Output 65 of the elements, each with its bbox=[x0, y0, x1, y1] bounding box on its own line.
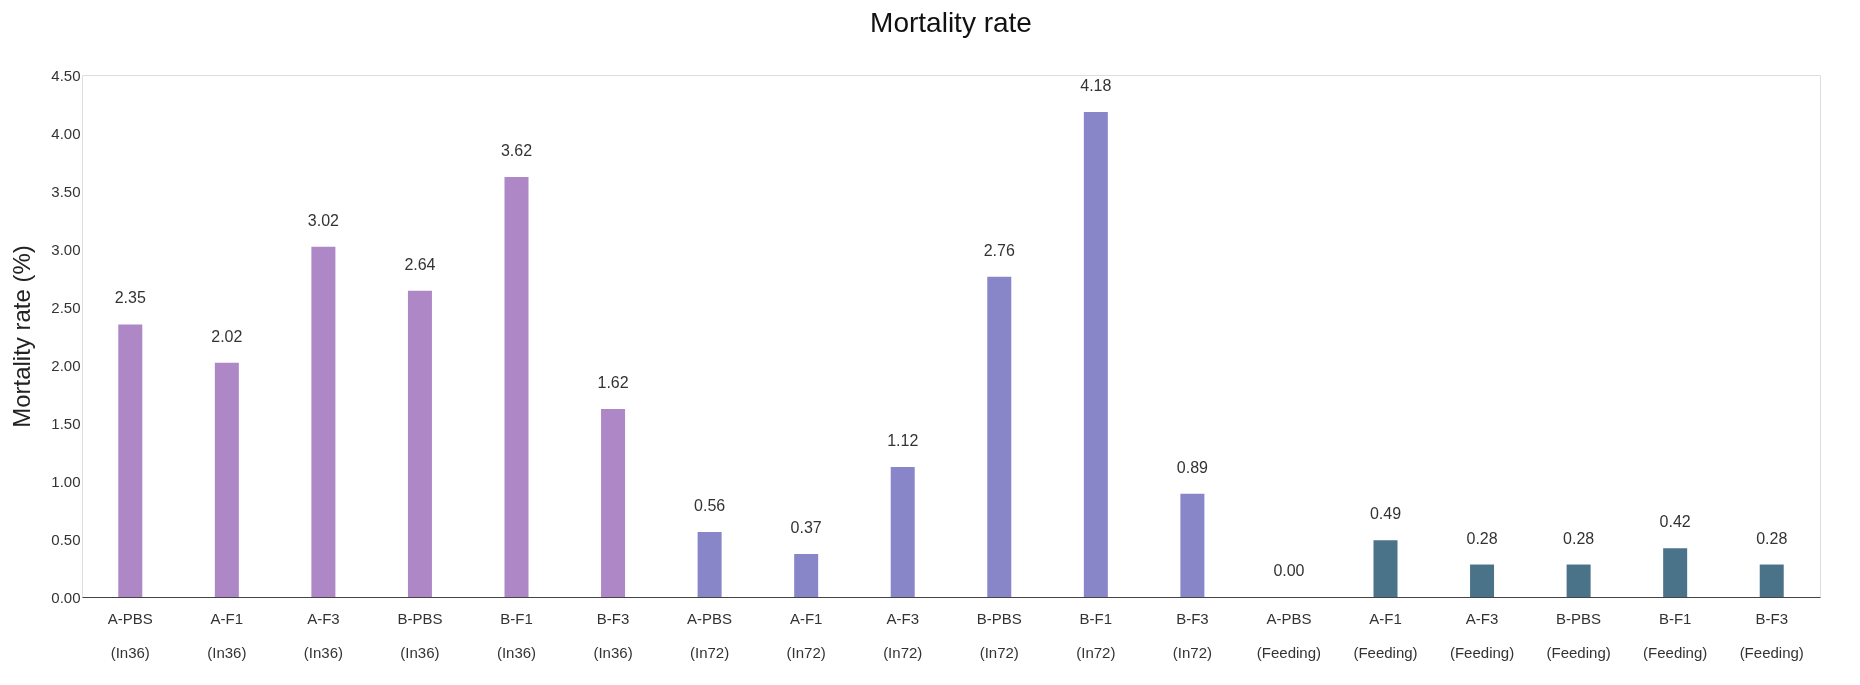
x-tick-label: A-F3 (In36) bbox=[303, 609, 343, 661]
data-label: 1.62 bbox=[597, 374, 629, 392]
bar bbox=[504, 177, 529, 597]
y-tick-label: 2.50 bbox=[51, 298, 81, 316]
bar bbox=[407, 290, 432, 597]
bar bbox=[1566, 564, 1591, 597]
data-label: 0.42 bbox=[1659, 513, 1691, 531]
bar bbox=[1470, 564, 1495, 597]
x-tick-label: B-F3 (In72) bbox=[1172, 609, 1212, 661]
y-tick-label: 4.00 bbox=[51, 124, 81, 142]
bar bbox=[601, 409, 626, 597]
data-label: 0.28 bbox=[1563, 529, 1595, 547]
y-tick-label: 0.00 bbox=[51, 588, 81, 606]
bar bbox=[1373, 540, 1398, 597]
y-tick-label: 1.00 bbox=[51, 472, 81, 490]
data-label: 2.64 bbox=[404, 255, 436, 273]
data-label: 0.56 bbox=[694, 497, 726, 515]
x-tick-label: B-F3 (Feeding) bbox=[1739, 609, 1804, 661]
x-tick-label: A-F1 (In36) bbox=[207, 609, 247, 661]
bar bbox=[794, 554, 819, 597]
y-tick-label: 1.50 bbox=[51, 414, 81, 432]
x-tick-label: B-F1 (In72) bbox=[1076, 609, 1116, 661]
x-tick-label: B-F3 (In36) bbox=[593, 609, 633, 661]
data-label: 1.12 bbox=[887, 432, 919, 450]
bar bbox=[118, 324, 143, 597]
x-tick-label: A-PBS (In36) bbox=[107, 609, 153, 661]
bar bbox=[1759, 564, 1784, 597]
bar bbox=[1180, 493, 1205, 597]
bar bbox=[1083, 112, 1108, 597]
y-tick-label: 0.50 bbox=[51, 530, 81, 548]
data-label: 0.37 bbox=[790, 519, 822, 537]
x-tick-label: A-F1 (Feeding) bbox=[1353, 609, 1418, 661]
y-axis-title: Mortality rate (%) bbox=[8, 245, 36, 428]
y-tick-label: 3.50 bbox=[51, 182, 81, 200]
x-tick-label: A-F1 (In72) bbox=[786, 609, 826, 661]
bar bbox=[214, 362, 239, 597]
x-tick-label: A-F3 (Feeding) bbox=[1449, 609, 1515, 661]
data-label: 0.00 bbox=[1273, 562, 1305, 579]
data-label: 2.02 bbox=[211, 327, 243, 345]
data-label: 2.35 bbox=[114, 289, 146, 307]
x-tick-label: B-PBS (Feeding) bbox=[1546, 609, 1611, 661]
data-label: 3.62 bbox=[500, 142, 533, 160]
y-tick-label: 4.50 bbox=[51, 66, 81, 84]
data-label: 3.02 bbox=[307, 211, 340, 229]
x-tick-label: B-F1 (Feeding) bbox=[1643, 609, 1708, 661]
bar bbox=[697, 532, 722, 597]
bar bbox=[890, 467, 915, 597]
data-label: 0.28 bbox=[1756, 529, 1788, 547]
bar bbox=[1663, 548, 1688, 597]
x-tick-label: B-PBS (In72) bbox=[976, 609, 1022, 661]
data-label: 2.76 bbox=[983, 241, 1015, 259]
x-tick-label: A-PBS (Feeding) bbox=[1256, 609, 1322, 661]
data-label: 0.49 bbox=[1369, 505, 1402, 523]
y-tick-label: 2.00 bbox=[51, 356, 81, 374]
data-label: 4.18 bbox=[1080, 77, 1112, 95]
bar bbox=[311, 246, 336, 597]
bar bbox=[987, 276, 1012, 597]
x-tick-label: B-F1 (In36) bbox=[496, 609, 537, 661]
y-tick-label: 3.00 bbox=[51, 240, 81, 258]
x-tick-label: A-PBS (In72) bbox=[687, 609, 733, 661]
data-label: 0.89 bbox=[1176, 458, 1209, 476]
data-label: 0.28 bbox=[1466, 529, 1498, 547]
x-tick-label: B-PBS (In36) bbox=[397, 609, 443, 661]
chart-title: Mortality rate bbox=[870, 7, 1032, 38]
x-tick-label: A-F3 (In72) bbox=[883, 609, 923, 661]
